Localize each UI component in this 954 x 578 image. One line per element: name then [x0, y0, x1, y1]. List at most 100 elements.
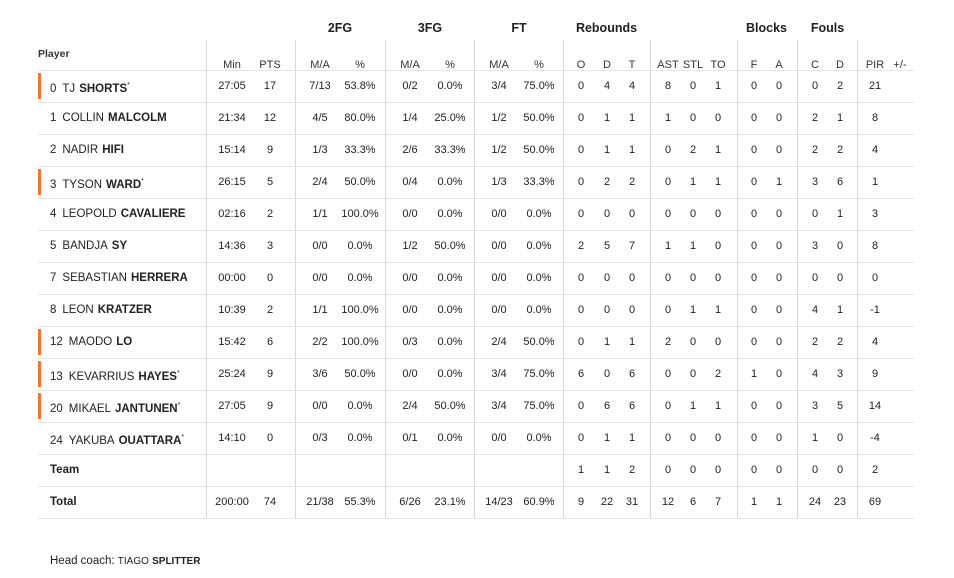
stat-cell: 0	[714, 240, 722, 252]
stat-cell: 0	[603, 304, 611, 316]
stat-cell: 0	[750, 272, 758, 284]
player-first-name: KEVARRIUS	[68, 370, 135, 383]
stat-cell: 6/26	[399, 496, 421, 508]
stat-cell: 0	[689, 80, 697, 92]
stat-cell: 4	[628, 80, 636, 92]
stat-cell: 0	[750, 400, 758, 412]
group-header: FT	[511, 21, 527, 35]
stat-cell: 0.0%	[347, 272, 373, 284]
stat-cell: 6	[836, 176, 844, 188]
stat-cell: 1	[603, 112, 611, 124]
stat-cell: 1	[811, 432, 819, 444]
column-header: AST	[657, 59, 679, 71]
stat-cell: 1	[714, 400, 722, 412]
stat-cell: 74	[263, 496, 277, 508]
stat-cell: 2	[577, 240, 585, 252]
stat-cell: 0	[664, 176, 672, 188]
stat-cell: 1/1	[312, 304, 328, 316]
stat-cell: 0/0	[312, 272, 328, 284]
stat-cell: 2/4	[312, 176, 328, 188]
stat-cell: 27:05	[218, 80, 246, 92]
stat-cell: 2/6	[402, 144, 418, 156]
stat-cell: 31	[625, 496, 639, 508]
stat-cell: 3	[836, 368, 844, 380]
player-first-name: TJ	[62, 82, 76, 95]
stat-cell: 6	[603, 400, 611, 412]
player-cell: 13 KEVARRIUS HAYES*	[50, 367, 180, 384]
column-header: PTS	[259, 59, 281, 71]
stat-cell: 0	[775, 400, 783, 412]
player-cell: 2 NADIR HIFI	[50, 143, 124, 157]
stat-cell: 7/13	[309, 80, 331, 92]
stat-cell: 0	[689, 336, 697, 348]
player-first-name: YAKUBA	[68, 434, 115, 447]
stat-cell: 0	[628, 208, 636, 220]
stat-cell: 1	[750, 368, 758, 380]
stat-cell: 0.0%	[437, 208, 463, 220]
stat-cell: 21/38	[306, 496, 334, 508]
stat-cell: 7	[628, 240, 636, 252]
stat-cell: 0.0%	[347, 432, 373, 444]
stat-cell: 12	[263, 112, 277, 124]
stat-cell: 50.0%	[344, 368, 376, 380]
stat-cell: 0	[750, 112, 758, 124]
stat-cell: 15:42	[218, 336, 246, 348]
player-first-name: MIKAEL	[68, 402, 111, 415]
stat-cell: 50.0%	[434, 400, 466, 412]
stat-cell: 14/23	[485, 496, 513, 508]
stat-cell: 0.0%	[347, 240, 373, 252]
stat-cell: 80.0%	[344, 112, 376, 124]
stat-cell: 33.3%	[434, 144, 466, 156]
column-separator	[295, 40, 296, 518]
stat-cell: 0	[750, 240, 758, 252]
stat-cell: 0/0	[402, 368, 418, 380]
stat-cell: 3	[871, 208, 879, 220]
stat-cell: 0	[266, 432, 274, 444]
stat-cell: 0	[664, 464, 672, 476]
player-last-name: HERRERA	[130, 272, 188, 284]
starter-marker	[38, 329, 41, 355]
group-header: Fouls	[810, 21, 845, 35]
stat-cell: 25:24	[218, 368, 246, 380]
column-header: F	[750, 59, 758, 71]
stat-cell: 1	[750, 496, 758, 508]
stat-cell: 1	[603, 144, 611, 156]
stat-cell: 8	[871, 112, 879, 124]
player-cell: 4 LEOPOLD CAVALIERE	[50, 207, 185, 221]
stat-cell: 1	[603, 336, 611, 348]
column-header: TO	[710, 59, 726, 71]
stat-cell: 0.0%	[437, 336, 463, 348]
player-last-name: OUATTARA	[118, 434, 182, 447]
stat-cell: 0	[750, 464, 758, 476]
stat-cell: 2	[664, 336, 672, 348]
column-header: STL	[682, 59, 704, 71]
stat-cell: 0.0%	[437, 368, 463, 380]
stat-cell: 50.0%	[434, 240, 466, 252]
stat-cell: 0/1	[402, 432, 418, 444]
stat-cell: 1	[628, 432, 636, 444]
stat-cell: 0	[811, 464, 819, 476]
stat-cell: 0/0	[491, 240, 507, 252]
player-last-name: WARD	[106, 178, 142, 191]
row-divider	[38, 326, 915, 327]
column-separator	[737, 40, 738, 518]
stat-cell: 1	[603, 464, 611, 476]
stat-cell: 0.0%	[526, 304, 552, 316]
player-last-name: SY	[111, 240, 128, 252]
column-header: M/A	[310, 59, 330, 71]
row-divider	[38, 358, 915, 359]
stat-cell: 50.0%	[344, 176, 376, 188]
stat-cell: 0	[577, 144, 585, 156]
stat-cell: 5	[266, 176, 274, 188]
player-mark: *	[181, 434, 185, 441]
stat-cell: 1	[836, 208, 844, 220]
stat-cell: 0	[836, 432, 844, 444]
stat-cell: 0	[750, 208, 758, 220]
player-cell: 0 TJ SHORTS*	[50, 79, 130, 96]
stat-cell: 0.0%	[526, 240, 552, 252]
stat-cell: 1/2	[402, 240, 418, 252]
stat-cell: 0	[714, 432, 722, 444]
group-header: 3FG	[417, 21, 443, 35]
stat-cell: 100.0%	[341, 304, 379, 316]
stat-cell: 2	[266, 304, 274, 316]
